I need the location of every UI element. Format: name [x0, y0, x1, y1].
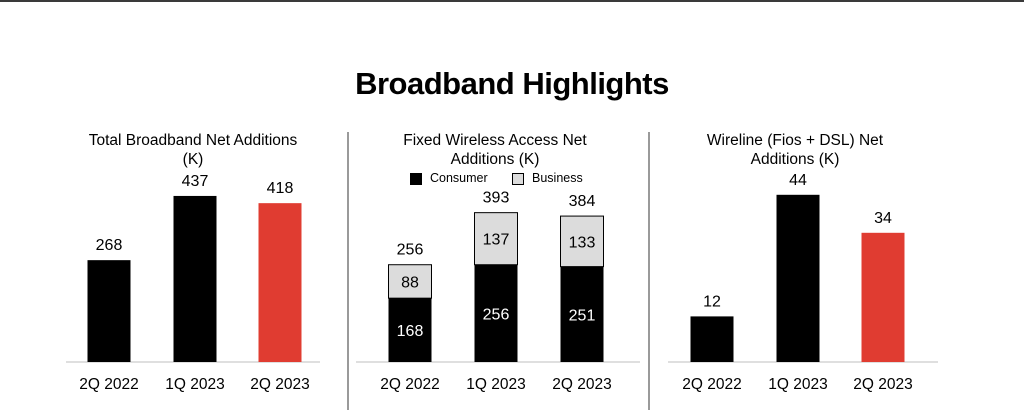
value-label-1q-2023: 437	[182, 173, 209, 190]
legend-label-consumer: Consumer	[430, 171, 488, 185]
legend-swatch-consumer	[410, 173, 422, 185]
x-tick-label-2q-2023: 2Q 2023	[552, 376, 611, 393]
x-tick-label-2q-2023: 2Q 2023	[853, 376, 912, 393]
x-tick-label-2q-2022: 2Q 2022	[682, 376, 741, 393]
bar-consumer-1q-2023	[474, 264, 518, 362]
bar-consumer-2q-2023	[560, 266, 604, 362]
legend: Consumer Business	[410, 171, 610, 187]
bar-1q-2023	[173, 195, 217, 362]
top-border-line	[0, 0, 1024, 2]
value-label-2q-2023: 34	[874, 210, 892, 227]
value-label-business-1q-2023: 137	[483, 232, 510, 249]
value-label-consumer-1q-2023: 256	[483, 306, 510, 323]
chart-title-fixed-wireless: Fixed Wireless Access Net Additions (K)	[403, 132, 587, 168]
value-label-1q-2023: 44	[789, 172, 807, 189]
bar-2q-2023	[861, 232, 905, 362]
x-tick-label-1q-2023: 1Q 2023	[165, 376, 224, 393]
bar-2q-2023	[258, 203, 302, 362]
value-label-business-2q-2022: 88	[401, 274, 419, 291]
bar-business-2q-2022	[388, 264, 432, 299]
total-label-2q-2022: 256	[397, 242, 424, 259]
value-label-business-2q-2023: 133	[569, 234, 596, 251]
bar-business-2q-2023	[560, 215, 604, 268]
x-tick-label-2q-2022: 2Q 2022	[79, 376, 138, 393]
x-tick-label-2q-2023: 2Q 2023	[250, 376, 309, 393]
bar-1q-2023	[776, 194, 820, 362]
legend-label-business: Business	[532, 171, 583, 185]
x-tick-label-1q-2023: 1Q 2023	[466, 376, 525, 393]
panel-divider-left	[347, 132, 349, 410]
legend-swatch-business	[512, 173, 524, 185]
total-label-2q-2023: 384	[569, 193, 596, 210]
value-label-consumer-2q-2023: 251	[569, 307, 596, 324]
x-tick-label-1q-2023: 1Q 2023	[768, 376, 827, 393]
value-label-2q-2023: 418	[267, 180, 294, 197]
x-tick-label-2q-2022: 2Q 2022	[380, 376, 439, 393]
chart-title-wireline: Wireline (Fios + DSL) Net Additions (K)	[706, 132, 884, 168]
value-label-2q-2022: 12	[703, 293, 721, 310]
panel-divider-right	[648, 132, 650, 410]
page-title: Broadband Highlights	[355, 66, 669, 101]
bar-2q-2022	[690, 316, 734, 362]
value-label-consumer-2q-2022: 168	[397, 323, 424, 340]
bar-business-1q-2023	[474, 212, 518, 266]
bar-2q-2022	[87, 260, 131, 362]
total-label-1q-2023: 393	[483, 190, 510, 207]
bar-consumer-2q-2022	[388, 298, 432, 362]
value-label-2q-2022: 268	[96, 237, 123, 254]
chart-title-total-broadband: Total Broadband Net Additions (K)	[88, 132, 298, 168]
